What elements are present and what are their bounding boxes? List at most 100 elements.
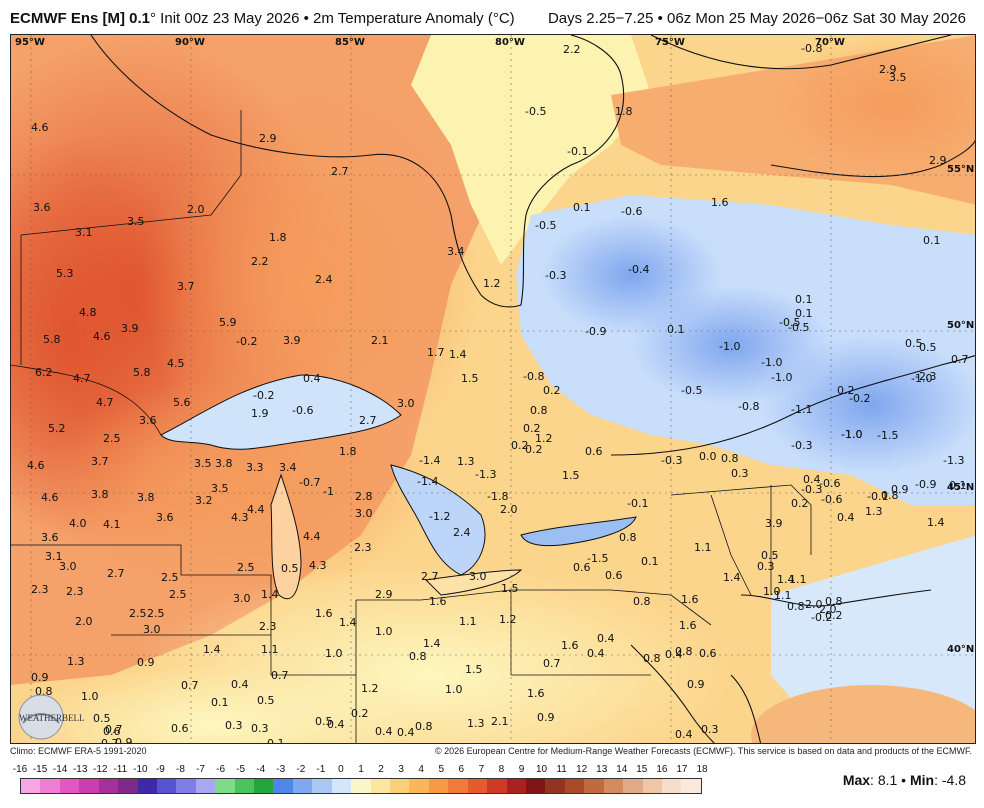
anomaly-value-label: 4.6 [31, 121, 49, 134]
anomaly-value-label: -1.0 [771, 371, 792, 384]
anomaly-value-label: -1.0 [761, 356, 782, 369]
anomaly-value-label: 0.4 [803, 473, 821, 486]
anomaly-value-label: 1.8 [339, 445, 357, 458]
color-scale-tick: 10 [535, 764, 548, 775]
anomaly-value-label: 4.7 [73, 372, 91, 385]
color-scale-tick: 8 [498, 764, 505, 775]
color-scale-tick: 0 [338, 764, 344, 775]
anomaly-value-label: 0.0 [699, 450, 717, 463]
anomaly-value-label: 0.6 [605, 569, 623, 582]
anomaly-value-label: 3.0 [233, 592, 251, 605]
anomaly-value-label: 0.6 [699, 647, 717, 660]
anomaly-value-label: -1.4 [419, 454, 440, 467]
anomaly-value-label: 0.8 [881, 489, 899, 502]
anomaly-value-label: 0.1 [795, 293, 813, 306]
anomaly-value-label: 5.8 [43, 333, 61, 346]
anomaly-value-label: 2.9 [879, 63, 897, 76]
color-scale-tick: 2 [378, 764, 384, 775]
anomaly-value-label: -1.3 [475, 468, 496, 481]
anomaly-value-label: 0.3 [225, 719, 243, 732]
anomaly-value-label: -1.0 [841, 428, 862, 441]
anomaly-value-label: -0.6 [821, 493, 842, 506]
color-swatch [21, 779, 41, 793]
anomaly-value-label: 3.5 [211, 482, 229, 495]
anomaly-value-label: 2.9 [929, 154, 947, 167]
anomaly-value-label: 1.5 [562, 469, 580, 482]
anomaly-value-label: 0.4 [597, 632, 615, 645]
color-swatch [254, 779, 274, 793]
anomaly-value-label: 0.8 [721, 452, 739, 465]
anomaly-value-label: 0.7 [105, 723, 123, 736]
anomaly-value-label: -1.1 [791, 403, 812, 416]
anomaly-value-label: 1.8 [615, 105, 633, 118]
anomaly-value-label: 0.1 [667, 323, 685, 336]
anomaly-value-label: 5.9 [219, 316, 237, 329]
min-label: Min [909, 772, 935, 788]
anomaly-value-label: 2.5 [237, 561, 255, 574]
color-swatch [545, 779, 565, 793]
anomaly-value-label: 3.8 [91, 488, 109, 501]
anomaly-value-label: 3.2 [195, 494, 213, 507]
weatherbell-logo: WEATHERBELL [18, 694, 85, 740]
color-scale-tick: -13 [72, 764, 88, 775]
anomaly-value-label: 4.7 [96, 396, 114, 409]
color-swatch [351, 779, 371, 793]
color-scale-tick: 17 [676, 764, 688, 775]
anomaly-value-label: 2.5 [161, 571, 179, 584]
anomaly-value-label: 0.1 [211, 696, 229, 709]
anomaly-value-label: -1.5 [587, 552, 608, 565]
political-borders [11, 110, 812, 743]
anomaly-value-label: 1.3 [67, 655, 85, 668]
anomaly-value-label: 1.4 [339, 616, 357, 629]
anomaly-value-label: 0.6 [585, 445, 603, 458]
anomaly-value-label: 0.9 [137, 656, 155, 669]
longitude-label: 85°W [335, 37, 365, 48]
anomaly-value-label: 1.2 [483, 277, 501, 290]
lonlat-grid [11, 35, 975, 743]
anomaly-value-label: -0.4 [628, 263, 649, 276]
anomaly-value-label: 0.4 [303, 372, 321, 385]
anomaly-value-label: 3.1 [75, 226, 93, 239]
anomaly-value-label: 5.6 [173, 396, 191, 409]
coastlines [90, 35, 975, 743]
anomaly-value-label: 0.1 [923, 234, 941, 247]
anomaly-value-label: 0.8 [415, 720, 433, 733]
anomaly-value-label: 1.5 [501, 582, 519, 595]
anomaly-value-label: -2.3 [915, 370, 936, 383]
anomaly-value-label: 0.6 [573, 561, 591, 574]
anomaly-value-label: 0.2 [791, 497, 809, 510]
anomaly-value-label: 3.9 [121, 322, 139, 335]
color-scale-tick: -2 [296, 764, 306, 775]
color-swatch [487, 779, 507, 793]
anomaly-value-label: 1.6 [527, 687, 545, 700]
color-swatch [564, 779, 585, 793]
lake-ontario [520, 516, 637, 547]
lake-erie [424, 569, 523, 596]
anomaly-value-label: 0.8 [643, 652, 661, 665]
anomaly-value-label: 1.0 [763, 585, 781, 598]
anomaly-value-label: 1.3 [467, 717, 485, 730]
color-swatch [448, 779, 468, 793]
anomaly-value-label: 4.0 [69, 517, 87, 530]
color-swatch [623, 779, 643, 793]
color-swatch [681, 779, 701, 793]
anomaly-value-label: 3.6 [41, 531, 59, 544]
anomaly-value-label: 0.8 [825, 595, 843, 608]
color-scale-swatches [20, 778, 702, 794]
anomaly-value-label: 0.3 [701, 723, 719, 736]
anomaly-value-label: 1.1 [694, 541, 712, 554]
color-scale-tick: 1 [358, 764, 364, 775]
longitude-label: 80°W [495, 37, 525, 48]
anomaly-value-label: -0.2 [236, 335, 257, 348]
anomaly-value-label: 2.5 [169, 588, 187, 601]
anomaly-value-label: -0.2 [849, 392, 870, 405]
anomaly-value-label: 1.2 [535, 432, 553, 445]
copyright-notice: © 2026 European Centre for Medium-Range … [434, 746, 972, 756]
color-scale-tick: 12 [576, 764, 588, 775]
anomaly-value-label: 0.4 [675, 728, 693, 741]
anomaly-value-label: 1.9 [251, 407, 269, 420]
anomaly-value-label: 0.4 [327, 718, 345, 731]
anomaly-value-label: -0.5 [681, 384, 702, 397]
color-swatch [79, 779, 99, 793]
anomaly-value-label: 0.1 [641, 555, 659, 568]
